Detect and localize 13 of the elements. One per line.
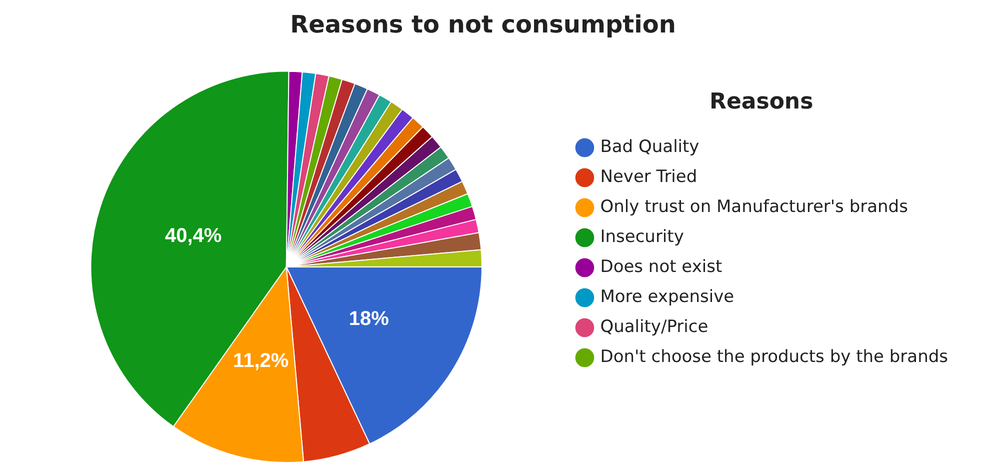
legend-label: Bad Quality (600, 137, 700, 158)
legend-label: Don't choose the products by the brands (600, 347, 948, 368)
legend-label: Never Tried (600, 167, 698, 188)
legend-label: Does not exist (600, 257, 722, 278)
data-label: 40,4% (164, 225, 222, 248)
legend-label: Insecurity (600, 227, 684, 248)
legend-label: Quality/Price (600, 317, 708, 338)
legend-title: Reasons (710, 90, 814, 115)
legend-label: More expensive (600, 287, 734, 308)
data-label: 18% (348, 308, 390, 330)
data-label: 11,2% (233, 350, 289, 372)
legend-label: Only trust on Manufacturer's brands (600, 197, 908, 218)
chart-title: Reasons to not consumption (290, 10, 676, 39)
